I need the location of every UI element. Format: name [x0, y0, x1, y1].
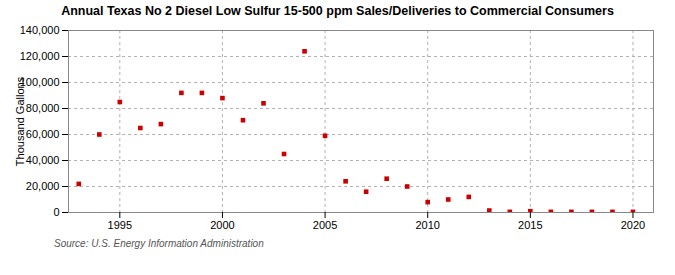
- svg-text:Thousand Gallons: Thousand Gallons: [14, 76, 26, 166]
- svg-text:80,000: 80,000: [26, 102, 60, 114]
- html-text:Annual Texas No 2 Diesel Low S: Annual Texas No 2 Diesel Low Sulfur 15-5…: [61, 4, 614, 18]
- svg-text:20,000: 20,000: [26, 180, 60, 192]
- svg-text:60,000: 60,000: [26, 128, 60, 140]
- svg-text:2015: 2015: [518, 219, 542, 231]
- svg-text:0: 0: [53, 206, 59, 218]
- html-text:Source: U.S. Energy Informatio: Source: U.S. Energy Information Administ…: [54, 238, 264, 249]
- svg-text:2000: 2000: [210, 219, 234, 231]
- svg-text:40,000: 40,000: [26, 154, 60, 166]
- svg-text:100,000: 100,000: [19, 76, 60, 88]
- svg-text:140,000: 140,000: [20, 24, 60, 36]
- svg-text:2005: 2005: [313, 219, 337, 231]
- svg-text:2010: 2010: [415, 219, 439, 231]
- svg-text:1995: 1995: [108, 219, 132, 231]
- svg-text:120,000: 120,000: [20, 50, 60, 62]
- svg-text:2020: 2020: [621, 219, 645, 231]
